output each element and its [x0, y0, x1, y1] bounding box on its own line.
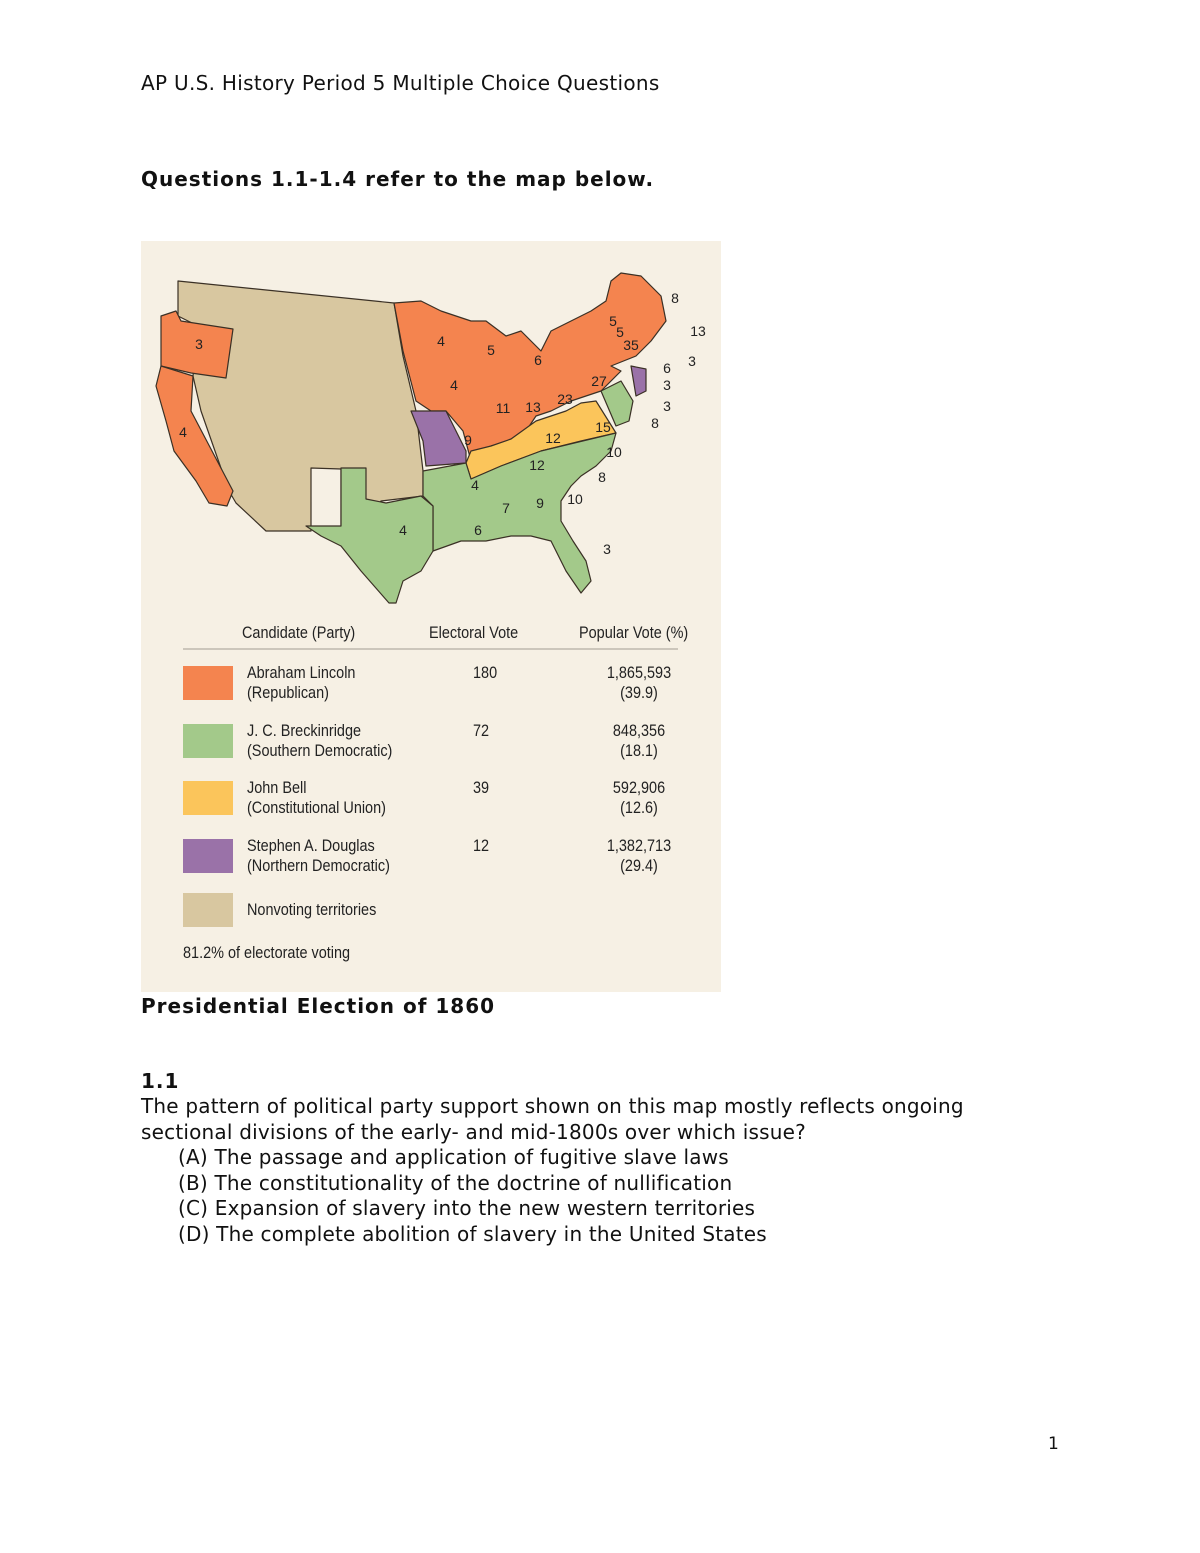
question-block: The pattern of political party support s…	[141, 1094, 1041, 1247]
state-electoral-vote-label: 5	[487, 342, 495, 358]
legend-candidate-bell: John Bell (Constitutional Union)	[247, 778, 386, 818]
state-electoral-vote-label: 9	[464, 432, 472, 448]
legend-swatch-breckinridge	[183, 723, 233, 758]
state-electoral-vote-label: 4	[179, 424, 187, 440]
legend-swatch-douglas	[183, 838, 233, 873]
question-text: The pattern of political party support s…	[141, 1094, 964, 1144]
legend-candidate-douglas: Stephen A. Douglas (Northern Democratic)	[247, 836, 390, 876]
legend-header-electoral: Electoral Vote	[429, 623, 519, 642]
state-electoral-vote-label: 6	[534, 352, 542, 368]
legend-electoral-douglas: 12	[473, 835, 490, 855]
popular-percent: (29.4)	[620, 855, 658, 875]
page-header: AP U.S. History Period 5 Multiple Choice…	[141, 71, 660, 95]
legend-header-popular: Popular Vote (%)	[579, 623, 689, 642]
legend-popular-douglas: 1,382,713 (29.4)	[605, 836, 673, 876]
election-map-figure: 3 4 4 5 6 4 11 13 23 27 35 5 5 8 13 3 6 3 3 8 9 12 15 12 10 8 4 7 9 1…	[141, 241, 721, 992]
state-electoral-vote-label: 11	[496, 400, 511, 416]
state-electoral-vote-label: 35	[623, 337, 639, 353]
candidate-party: (Southern Democratic)	[247, 740, 393, 760]
state-electoral-vote-label: 4	[399, 522, 407, 538]
popular-count: 592,906	[612, 778, 666, 797]
popular-percent: (18.1)	[620, 740, 658, 760]
state-electoral-vote-label: 13	[525, 399, 541, 415]
state-electoral-vote-label: 9	[536, 495, 544, 511]
state-electoral-vote-label: 15	[595, 419, 611, 435]
state-new-jersey	[630, 365, 647, 397]
option-c: (C) Expansion of slavery into the new we…	[178, 1196, 756, 1220]
figure-caption: Presidential Election of 1860	[141, 994, 496, 1018]
legend-swatch-bell	[183, 781, 233, 815]
state-electoral-vote-label: 5	[616, 324, 624, 340]
popular-percent: (12.6)	[620, 798, 658, 817]
region-maryland-delaware	[600, 380, 634, 427]
state-electoral-vote-label: 12	[529, 457, 545, 473]
state-electoral-vote-label: 27	[591, 373, 607, 389]
state-electoral-vote-label: 23	[557, 391, 573, 407]
candidate-party: (Republican)	[247, 683, 329, 702]
popular-percent: (39.9)	[620, 683, 658, 702]
candidate-name: John Bell	[247, 778, 307, 797]
state-electoral-vote-label: 10	[606, 444, 622, 460]
state-electoral-vote-label: 6	[474, 522, 482, 538]
state-electoral-vote-label: 8	[671, 290, 679, 306]
candidate-name: Stephen A. Douglas	[247, 835, 375, 855]
state-electoral-vote-label: 3	[688, 353, 696, 369]
candidate-party: (Constitutional Union)	[247, 798, 386, 817]
question-number: 1.1	[141, 1069, 180, 1093]
state-electoral-vote-label: 5	[609, 313, 617, 329]
state-electoral-vote-label: 3	[195, 336, 203, 352]
legend-popular-lincoln: 1,865,593 (39.9)	[605, 663, 673, 703]
state-texas	[305, 467, 434, 604]
state-electoral-vote-label: 12	[545, 430, 561, 446]
legend-divider	[183, 648, 678, 650]
option-b: (B) The constitutionality of the doctrin…	[178, 1170, 733, 1195]
option-a: (A) The passage and application of fugit…	[178, 1145, 729, 1169]
candidate-name: Abraham Lincoln	[247, 663, 356, 682]
state-electoral-vote-label: 4	[471, 477, 479, 493]
candidate-party: (Northern Democratic)	[247, 855, 390, 875]
page-number: 1	[1048, 1434, 1059, 1454]
legend-turnout: 81.2% of electorate voting	[183, 943, 351, 962]
popular-count: 848,356	[612, 720, 666, 740]
state-california	[155, 365, 234, 507]
popular-count: 1,865,593	[606, 663, 672, 682]
state-electoral-vote-label: 4	[437, 333, 445, 349]
legend-swatch-lincoln	[183, 666, 233, 700]
state-electoral-vote-label: 8	[651, 415, 659, 431]
state-electoral-vote-label: 6	[663, 360, 671, 376]
state-electoral-vote-label: 7	[502, 500, 510, 516]
state-electoral-vote-label: 4	[450, 377, 458, 393]
state-electoral-vote-label: 13	[690, 323, 706, 339]
legend-candidate-breckinridge: J. C. Breckinridge (Southern Democratic)	[247, 721, 392, 761]
legend-electoral-breckinridge: 72	[473, 720, 490, 740]
legend-header-candidate: Candidate (Party)	[242, 623, 356, 642]
legend-popular-bell: 592,906 (12.6)	[605, 778, 673, 818]
state-electoral-vote-label: 3	[663, 398, 671, 414]
legend-nonvoting: Nonvoting territories	[247, 900, 377, 919]
questions-intro: Questions 1.1-1.4 refer to the map below…	[141, 167, 655, 191]
legend-electoral-bell: 39	[473, 778, 490, 797]
legend-popular-breckinridge: 848,356 (18.1)	[605, 721, 673, 761]
state-electoral-vote-label: 3	[603, 541, 611, 557]
popular-count: 1,382,713	[606, 835, 672, 855]
option-d: (D) The complete abolition of slavery in…	[178, 1221, 767, 1246]
candidate-name: J. C. Breckinridge	[247, 720, 362, 740]
state-electoral-vote-label: 10	[567, 491, 583, 507]
state-missouri	[410, 410, 467, 467]
legend-swatch-territories	[183, 893, 233, 927]
region-breckinridge-south	[422, 432, 617, 594]
state-electoral-vote-label: 3	[663, 377, 671, 393]
legend-electoral-lincoln: 180	[473, 663, 498, 682]
state-electoral-vote-label: 8	[598, 469, 606, 485]
legend-candidate-lincoln: Abraham Lincoln (Republican)	[247, 663, 355, 703]
